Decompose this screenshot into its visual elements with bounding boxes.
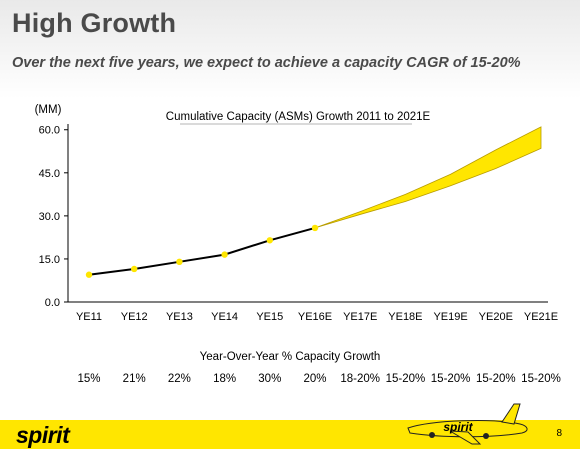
projection-band-group [314,126,542,229]
data-point [131,265,138,273]
x-tick-label: YE15 [256,311,283,323]
x-axis-ticks: YE11 YE12 YE13 YE14 YE15 YE16E YE17E YE18E YE19E… [76,311,558,323]
growth-value: 15-20% [385,373,426,385]
y-axis-ticks: 0.0 15.0 30.0 45.0 60.0 [39,125,68,309]
data-point [85,271,93,278]
y-tick-label: 45.0 [39,168,60,180]
y-axis-label: (MM) [35,104,62,116]
chart-title: Cumulative Capacity (ASMs) Growth 2011 t… [166,111,431,123]
actual-series-group [88,226,316,276]
y-tick-label: 30.0 [39,211,60,223]
growth-value: 15-20% [475,373,516,385]
growth-value: 20% [303,373,327,385]
growth-value: 15-20% [430,373,471,385]
airplane-illustration: spirit [407,403,528,445]
growth-table-row: 15% 21% 22% 18% 30% 20% 18-20% 15-20% 15-20% 15-2… [0,373,580,389]
growth-value: 30% [258,373,282,385]
x-tick-label: YE11 [76,311,102,323]
x-tick-label: YE21E [524,311,558,323]
actual-series-line [88,226,316,276]
growth-value: 21% [122,373,146,385]
y-tick-label: 0.0 [45,297,60,309]
x-tick-label: YE12 [121,311,148,323]
plane-logo-text: spirit [443,420,473,434]
data-point [176,258,183,266]
growth-value: 15% [77,373,101,385]
data-points-group [85,224,319,278]
x-tick-label: YE18E [388,311,422,323]
growth-value: 22% [167,373,191,385]
growth-table-heading: Year-Over-Year % Capacity Growth [199,351,381,363]
data-point [311,224,319,232]
x-tick-label: YE19E [433,311,467,323]
spirit-logo: spirit [16,422,70,448]
x-tick-label: YE13 [166,311,193,323]
y-tick-label: 15.0 [39,254,60,266]
projection-band [314,126,542,229]
page-subtitle: Over the next five years, we expect to a… [12,55,521,71]
page-number: 8 [556,428,562,439]
growth-value: 15-20% [521,373,561,385]
x-tick-label: YE20E [479,311,513,323]
data-point [221,251,228,258]
page-title: High Growth [12,8,177,38]
data-point [266,237,273,244]
capacity-chart: Cumulative Capacity (ASMs) Growth 2011 t… [35,104,559,323]
y-tick-label: 60.0 [39,125,60,137]
x-tick-label: YE14 [211,311,238,323]
x-tick-label: YE16E [298,311,332,323]
growth-value: 18% [213,373,237,385]
x-tick-label: YE17E [343,311,377,323]
growth-value: 18-20% [340,373,381,385]
